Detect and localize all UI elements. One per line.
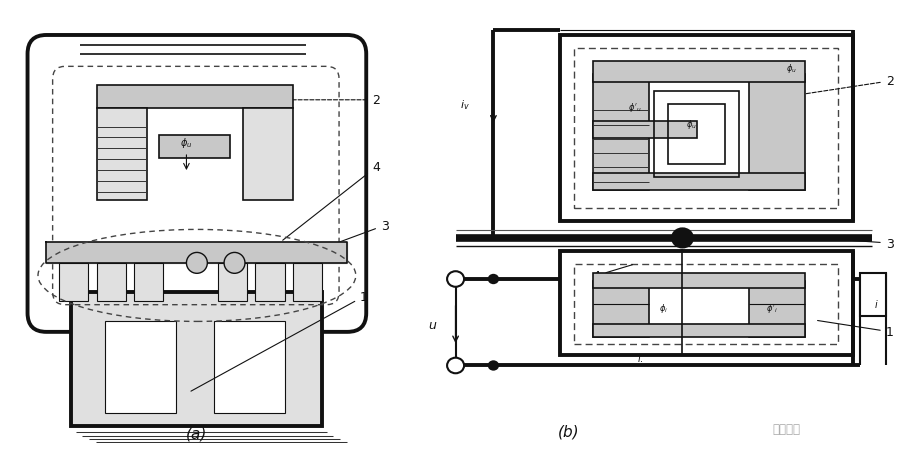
Text: u: u [428, 318, 436, 331]
Circle shape [488, 360, 499, 371]
Text: 1: 1 [817, 321, 894, 338]
Text: $\phi'_i$: $\phi'_i$ [766, 301, 778, 314]
Bar [574, 49, 838, 208]
Bar [243, 109, 293, 201]
Text: (a): (a) [186, 425, 207, 441]
Text: $\phi_u$: $\phi_u$ [180, 135, 193, 149]
Bar [654, 92, 739, 178]
Bar [593, 273, 805, 288]
Circle shape [224, 253, 245, 274]
Bar [668, 105, 725, 165]
Text: $\phi'_u$: $\phi'_u$ [628, 101, 642, 113]
Bar [255, 263, 285, 301]
Bar [105, 322, 176, 414]
Circle shape [672, 229, 693, 248]
Bar [593, 281, 649, 338]
Text: 2: 2 [266, 94, 380, 107]
Bar [72, 292, 323, 426]
Circle shape [186, 253, 207, 274]
Bar [593, 325, 805, 338]
Bar [214, 322, 285, 414]
Bar [593, 74, 649, 191]
Text: 1: 1 [191, 290, 368, 392]
Bar [560, 252, 853, 355]
Bar [96, 263, 125, 301]
Polygon shape [46, 242, 347, 263]
Bar [593, 122, 696, 139]
Text: $\phi_u$: $\phi_u$ [686, 118, 697, 130]
Text: $i_v$: $i_v$ [460, 98, 470, 112]
Circle shape [447, 272, 464, 287]
Bar [749, 281, 805, 338]
Bar [96, 109, 146, 201]
Bar [860, 273, 885, 316]
Text: 4: 4 [283, 161, 380, 241]
Bar [593, 62, 805, 83]
Text: 万众久台: 万众久台 [773, 422, 801, 435]
Bar [159, 136, 230, 159]
Text: 2: 2 [799, 75, 894, 95]
FancyBboxPatch shape [27, 36, 366, 332]
Bar [135, 263, 164, 301]
Bar [560, 36, 853, 221]
Circle shape [447, 358, 464, 374]
Bar [293, 263, 323, 301]
Text: (b): (b) [558, 424, 580, 439]
Text: 4: 4 [593, 265, 633, 282]
Bar [59, 263, 88, 301]
Text: $\phi_i$: $\phi_i$ [659, 301, 668, 314]
Bar [96, 86, 293, 109]
Circle shape [488, 274, 499, 285]
Text: $i$: $i$ [874, 297, 879, 309]
Text: $\phi_{u}$: $\phi_{u}$ [785, 62, 796, 74]
Text: 3: 3 [817, 237, 894, 250]
Bar [218, 263, 247, 301]
Text: 3: 3 [308, 219, 389, 254]
Bar [574, 264, 838, 344]
Bar [593, 174, 805, 191]
Text: $i.$: $i.$ [636, 351, 644, 363]
Bar [749, 74, 805, 191]
